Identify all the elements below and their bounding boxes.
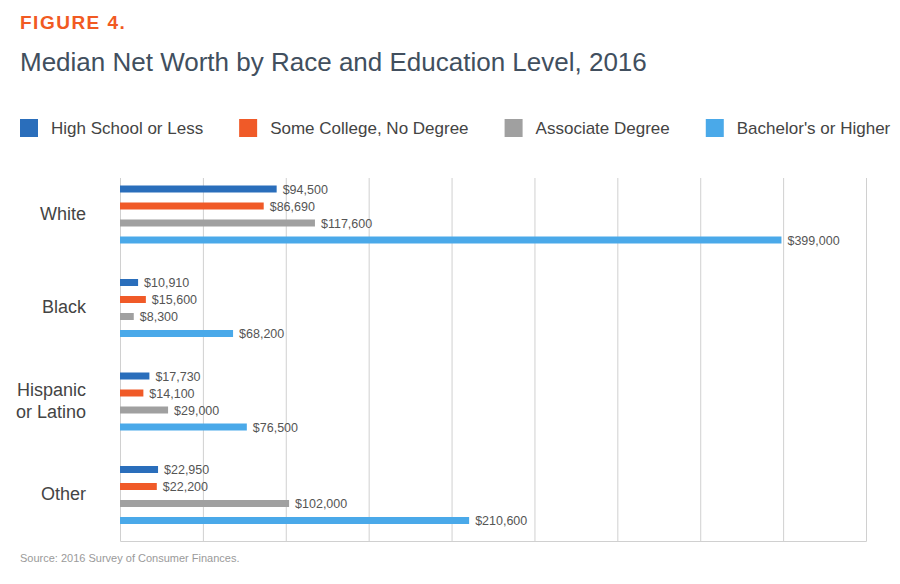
bar	[120, 237, 781, 244]
y-axis: White Black Hispanicor Latino Other	[16, 204, 87, 505]
grid-line	[783, 178, 784, 541]
bar	[120, 220, 315, 227]
data-label: $22,200	[163, 480, 208, 494]
x-tick	[534, 178, 535, 541]
grid-line	[700, 178, 701, 541]
legend-swatch	[20, 119, 38, 137]
bar	[120, 407, 168, 414]
grid-line	[617, 178, 618, 541]
x-tick	[617, 178, 618, 541]
legend: High School or Less Some College, No Degr…	[20, 119, 891, 138]
x-tick	[866, 178, 867, 541]
y-tick: Hispanicor Latino	[16, 380, 86, 422]
data-label: $68,200	[239, 327, 284, 341]
data-label: $76,500	[253, 421, 298, 435]
category-label: Other	[41, 484, 86, 504]
data-label: $8,300	[140, 310, 178, 324]
x-tick	[286, 178, 287, 541]
bar	[120, 186, 277, 193]
data-label: $14,100	[149, 387, 194, 401]
x-tick	[452, 178, 453, 541]
grid-line	[866, 178, 867, 541]
y-tick: Other	[41, 484, 86, 504]
bar	[120, 500, 289, 507]
bar	[120, 390, 143, 397]
x-axis-line	[121, 178, 867, 542]
bar	[120, 373, 149, 380]
legend-label: Some College, No Degree	[270, 119, 468, 138]
data-label: $29,000	[174, 404, 219, 418]
legend-swatch	[239, 119, 257, 137]
x-tick	[783, 178, 784, 541]
legend-swatch	[706, 119, 724, 137]
grid-line	[286, 178, 287, 541]
legend-swatch	[505, 119, 523, 137]
category-label: Hispanicor Latino	[16, 380, 86, 422]
bar	[120, 296, 146, 303]
bar	[120, 466, 158, 473]
x-tick	[700, 178, 701, 541]
source: Source: 2016 Survey of Consumer Finances…	[20, 552, 240, 564]
data-labels: $94,500 $10,910 $17,730 $22,950 $86,690 $15,6…	[140, 183, 840, 529]
y-tick: White	[40, 204, 86, 224]
data-label: $10,910	[144, 276, 189, 290]
data-label: $399,000	[787, 234, 839, 248]
category-label: Black	[42, 297, 87, 317]
grid-line	[369, 178, 370, 541]
title: Median Net Worth by Race and Education L…	[20, 47, 647, 77]
bar	[120, 313, 134, 320]
data-label: $86,690	[270, 200, 315, 214]
data-label: $117,600	[321, 217, 372, 231]
bars	[120, 186, 781, 525]
bar	[120, 203, 264, 210]
data-label: $94,500	[283, 183, 328, 197]
bar	[120, 279, 138, 286]
chart: FIGURE 4. Median Net Worth by Race and Ed…	[0, 0, 900, 584]
grid-line	[452, 178, 453, 541]
legend-label: Associate Degree	[536, 119, 670, 138]
legend-label: Bachelor's or Higher	[737, 119, 891, 138]
y-tick: Black	[42, 297, 87, 317]
data-label: $22,950	[164, 463, 209, 477]
bar	[120, 517, 469, 524]
x-axis	[121, 178, 867, 542]
bar	[120, 330, 233, 337]
data-label: $210,600	[475, 514, 527, 528]
data-label: $17,730	[155, 370, 200, 384]
bar	[120, 424, 247, 431]
data-label: $102,000	[295, 497, 347, 511]
bar	[120, 483, 157, 490]
legend-label: High School or Less	[51, 119, 203, 138]
data-label: $15,600	[152, 293, 197, 307]
grid-line	[534, 178, 535, 541]
x-tick	[369, 178, 370, 541]
figure-label: FIGURE 4.	[20, 12, 126, 33]
category-label: White	[40, 204, 86, 224]
